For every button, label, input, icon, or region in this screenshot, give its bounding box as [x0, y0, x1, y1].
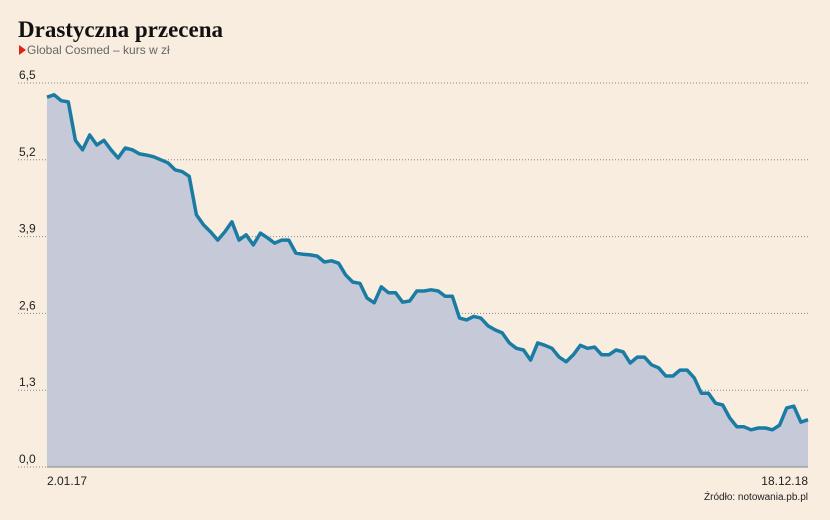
y-tick-label: 2,6 [19, 298, 36, 312]
y-tick-label: 5,2 [19, 145, 36, 159]
x-tick-label: 2.01.17 [47, 474, 87, 488]
y-tick-label: 6,5 [19, 68, 36, 82]
subtitle-marker [19, 45, 26, 55]
chart-subtitle: Global Cosmed – kurs w zł [27, 43, 170, 57]
line [46, 93, 809, 432]
y-tick-label: 1,3 [19, 375, 36, 389]
area [47, 94, 808, 468]
y-tick-label: 0,0 [19, 452, 36, 466]
source: Źródło: notowania.pb.pl [704, 490, 808, 503]
chart-title: Drastyczna przecena [18, 17, 224, 42]
y-tick-label: 3,9 [19, 222, 36, 236]
x-tick-label: 18.12.18 [761, 474, 808, 488]
